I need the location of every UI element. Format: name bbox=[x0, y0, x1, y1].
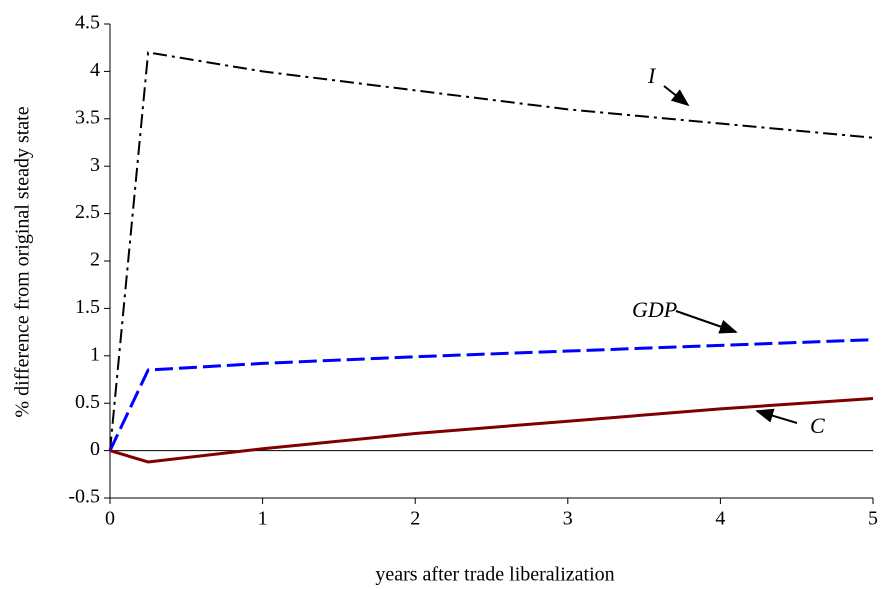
y-tick-label: 4 bbox=[90, 59, 100, 81]
x-tick-label: 0 bbox=[105, 508, 115, 530]
series-label: GDP bbox=[632, 297, 677, 322]
label-arrow bbox=[755, 408, 798, 424]
series-line bbox=[108, 338, 874, 452]
series-line bbox=[109, 396, 874, 464]
label-arrow bbox=[675, 310, 738, 334]
series-label: C bbox=[810, 413, 825, 438]
x-tick-label: 3 bbox=[563, 508, 573, 530]
y-tick-label: 3 bbox=[90, 154, 100, 176]
series-line bbox=[109, 51, 874, 451]
label-arrow bbox=[663, 85, 690, 107]
y-tick-label: 0 bbox=[90, 438, 100, 460]
y-tick-label: 4.5 bbox=[75, 12, 100, 34]
x-axis-title: years after trade liberalization bbox=[375, 564, 614, 586]
y-tick-label: 0.5 bbox=[75, 391, 100, 413]
y-tick-label: 1.5 bbox=[75, 296, 100, 318]
x-tick-label: 1 bbox=[258, 508, 268, 530]
series-label: I bbox=[647, 63, 657, 88]
x-tick-label: 2 bbox=[410, 508, 420, 530]
y-tick-label: 1 bbox=[90, 343, 100, 365]
y-tick-label: 3.5 bbox=[75, 106, 100, 128]
y-tick-label: -0.5 bbox=[68, 486, 100, 508]
y-tick-label: 2.5 bbox=[75, 201, 100, 223]
x-tick-label: 5 bbox=[868, 508, 878, 530]
y-axis-title: % difference from original steady state bbox=[12, 106, 34, 417]
y-tick-label: 2 bbox=[90, 249, 100, 271]
x-tick-label: 4 bbox=[715, 508, 725, 530]
